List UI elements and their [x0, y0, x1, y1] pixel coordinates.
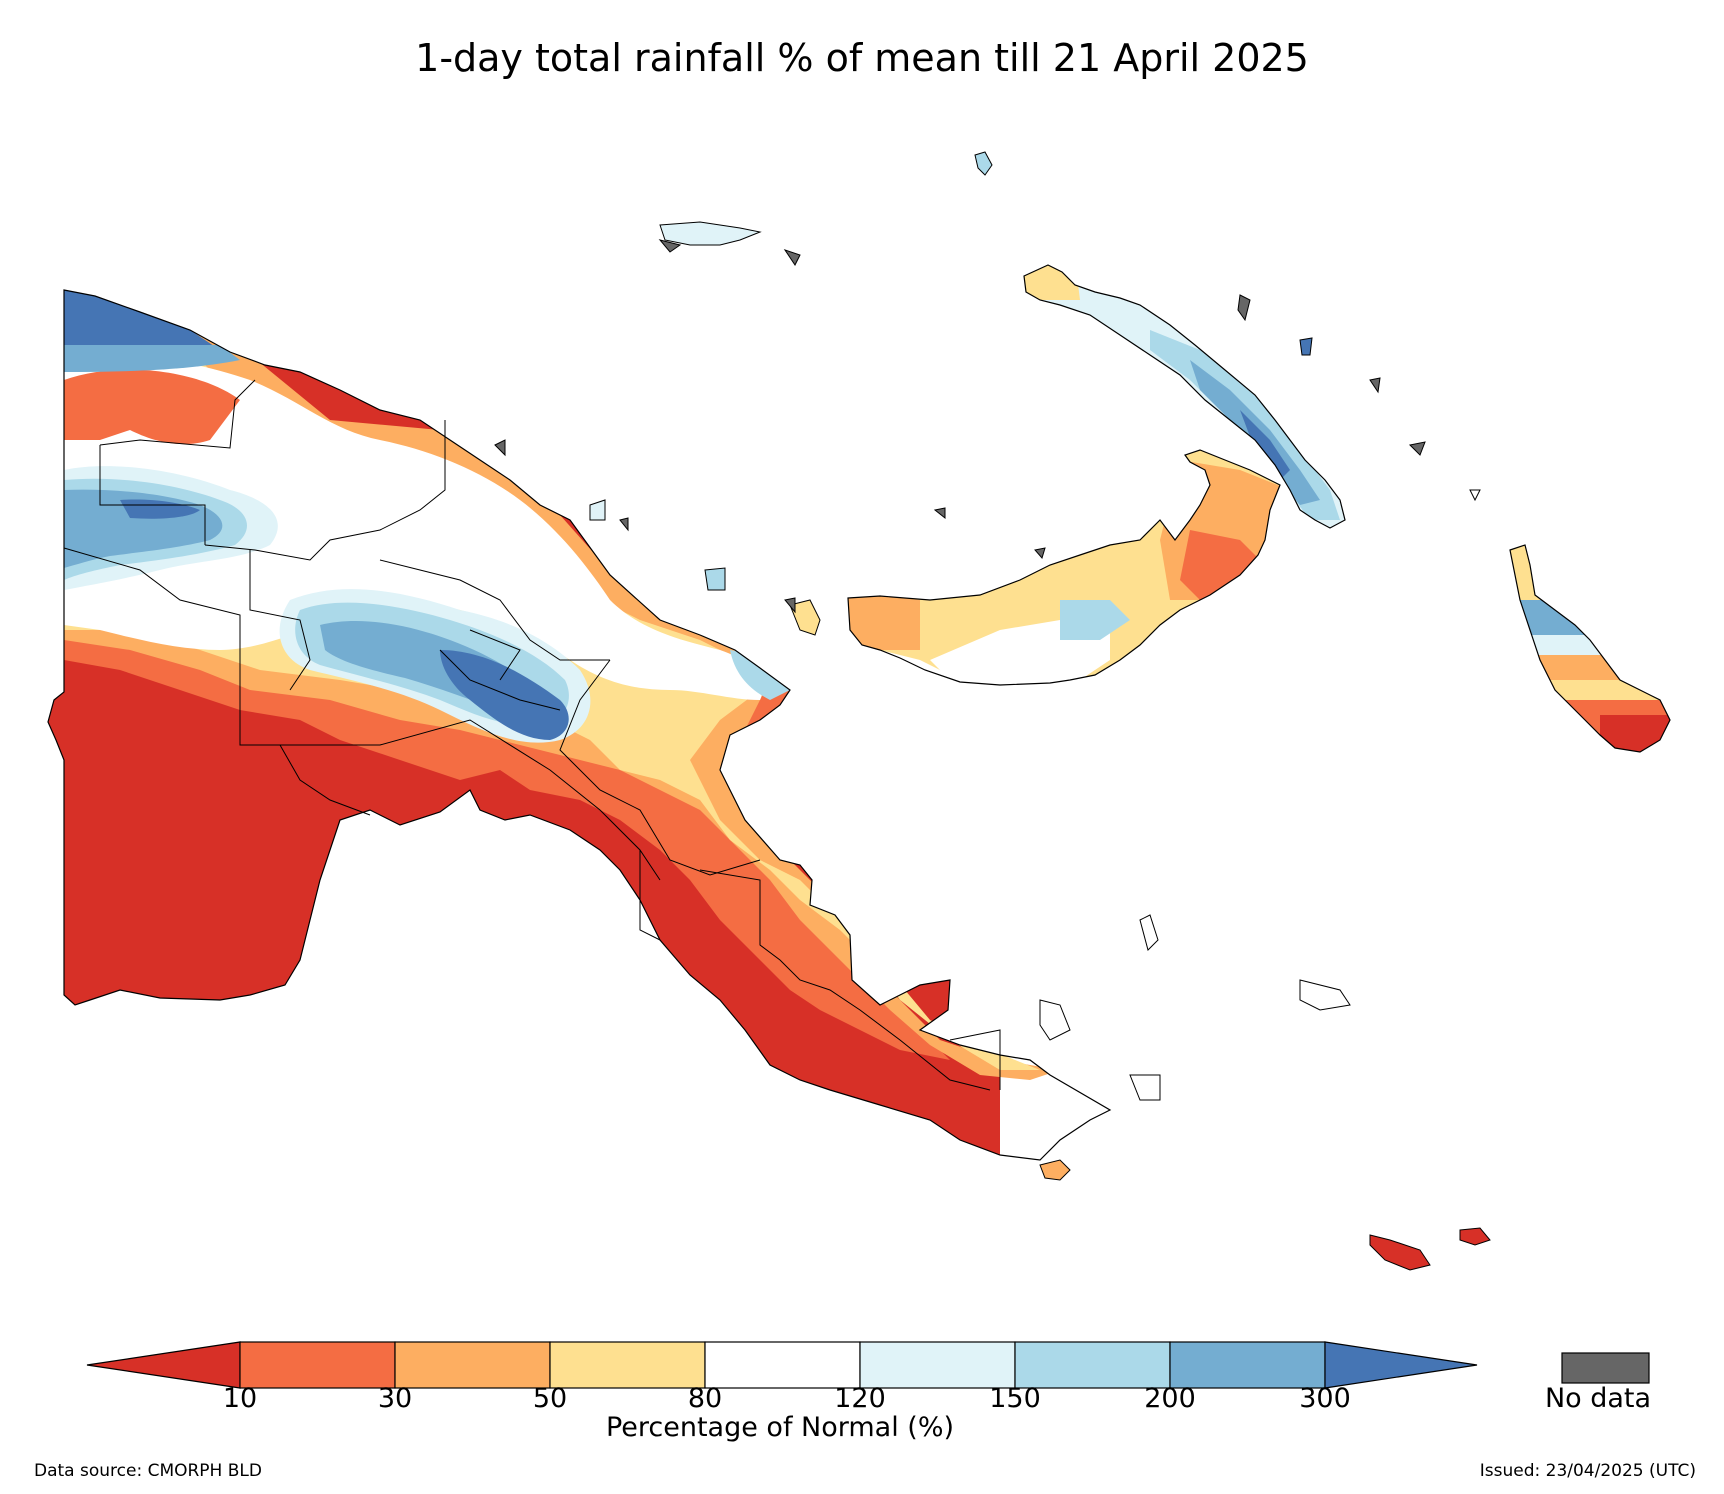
- nodata-swatch: [1561, 1352, 1650, 1384]
- data-source-text: Data source: CMORPH BLD: [34, 1461, 262, 1481]
- colorbar: [86, 1341, 1650, 1389]
- colorbar-segment-50-80: [549, 1341, 706, 1389]
- new-britain-rainfall-field: [848, 450, 1280, 685]
- colorbar-tick-label: 30: [377, 1383, 413, 1414]
- colorbar-segment-80-120: [704, 1341, 861, 1389]
- colorbar-segment-10-30: [239, 1341, 396, 1389]
- mainland-outline: [47, 289, 1112, 1161]
- colorbar-tick-label: 120: [834, 1383, 886, 1414]
- mainland-rainfall-field: [48, 290, 1060, 1160]
- map-title: 1-day total rainfall % of mean till 21 A…: [415, 36, 1309, 80]
- province-boundaries: [63, 379, 1001, 1091]
- colorbar-segment-150-200: [1014, 1341, 1171, 1389]
- nodata-label: No data: [1544, 1383, 1652, 1414]
- colorbar-tick-label: 10: [222, 1383, 258, 1414]
- colorbar-segment-120-150: [859, 1341, 1016, 1389]
- issued-date-text: Issued: 23/04/2025 (UTC): [1479, 1461, 1696, 1481]
- colorbar-segment-200-300: [1169, 1341, 1326, 1389]
- colorbar-title: Percentage of Normal (%): [605, 1412, 955, 1443]
- colorbar-tick-label: 200: [1144, 1383, 1196, 1414]
- colorbar-high-extend: [1324, 1341, 1478, 1389]
- small-islands: [494, 151, 1491, 1271]
- colorbar-segment-30-50: [394, 1341, 551, 1389]
- new-ireland-outline: [1023, 264, 1346, 529]
- bougainville-outline: [1509, 544, 1671, 753]
- bougainville-rainfall-field: [1510, 545, 1670, 752]
- colorbar-tick-label: 150: [989, 1383, 1041, 1414]
- colorbar-tick-label: 300: [1299, 1383, 1351, 1414]
- new-ireland-rainfall-field: [1024, 265, 1345, 528]
- new-britain-outline: [847, 449, 1281, 686]
- colorbar-tick-label: 50: [532, 1383, 568, 1414]
- colorbar-tick-label: 80: [687, 1383, 723, 1414]
- colorbar-low-extend: [86, 1341, 241, 1389]
